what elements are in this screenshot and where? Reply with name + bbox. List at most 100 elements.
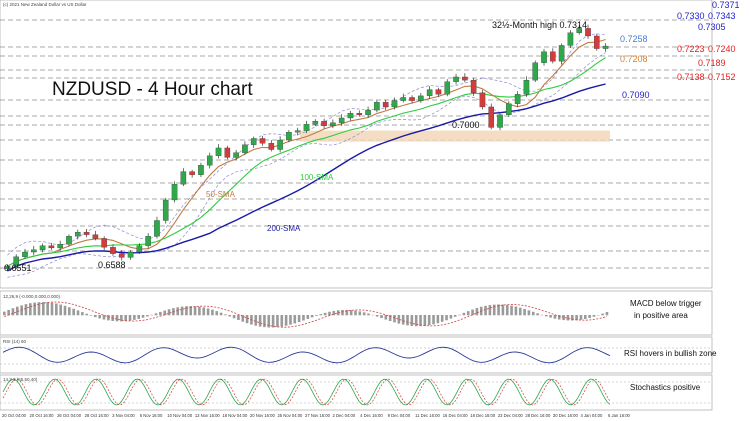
candle-body: [189, 171, 195, 175]
macd-bar: [375, 315, 379, 317]
macd-bar: [37, 302, 41, 316]
candle-body: [374, 102, 380, 111]
macd-bar: [280, 315, 284, 327]
candle-body: [259, 138, 266, 144]
macd-bar: [401, 315, 405, 325]
x-tick-label: 20 Oct 16:00: [30, 413, 55, 418]
macd-bar: [81, 312, 84, 316]
candle-body: [118, 253, 125, 258]
candle-body: [224, 147, 231, 158]
macd-bar: [570, 315, 574, 321]
candle-body: [541, 51, 547, 63]
macd-bar: [245, 315, 249, 324]
x-axis-ticks: 20 Oct 04:00 20 Oct 16:00 26 Oct 04:00 28 O…: [2, 413, 631, 418]
macd-bar: [302, 315, 305, 321]
macd-note-line1: MACD below trigger: [630, 299, 702, 308]
macd-bar: [141, 315, 145, 318]
candle-body: [66, 236, 72, 245]
macd-bar: [414, 315, 418, 327]
macd-bar: [29, 303, 32, 316]
macd-bar: [206, 308, 210, 316]
macd-bar: [458, 314, 461, 316]
candle-body: [198, 165, 204, 175]
macd-bar: [427, 315, 431, 326]
macd-bar: [566, 315, 570, 321]
macd-bar: [531, 311, 535, 316]
x-tick-label: 26 Oct 04:00: [57, 413, 82, 418]
candle-body: [365, 109, 371, 115]
macd-bar: [501, 304, 505, 316]
macd-bar: [85, 313, 88, 316]
candle-body: [400, 97, 407, 101]
bollinger-bands: [7, 33, 606, 278]
level-label: 0.7189: [698, 58, 726, 68]
macd-panel: [0, 290, 713, 336]
macd-bar: [475, 308, 479, 316]
macd-bar: [107, 315, 110, 321]
macd-bar: [89, 315, 93, 316]
macd-bar: [20, 305, 23, 316]
x-tick-label: 6 Jan 16:00: [608, 413, 631, 418]
candle-body: [92, 234, 99, 239]
macd-bar: [306, 315, 310, 319]
macd-bar: [445, 315, 448, 321]
macd-bar: [237, 315, 240, 321]
macd-bar: [59, 304, 62, 316]
macd-bar: [592, 315, 596, 317]
macd-bar: [271, 315, 275, 328]
macd-bar: [510, 305, 513, 316]
macd-bar: [267, 315, 271, 328]
candle-body: [567, 32, 574, 46]
macd-bar: [341, 309, 344, 316]
candle-body: [101, 238, 107, 248]
candle-body: [514, 94, 521, 104]
level-label: 0.7330: [677, 11, 705, 21]
candle-body: [13, 256, 19, 267]
candle-body: [39, 245, 46, 250]
rsi-header: RSI (14) 60: [3, 339, 27, 344]
candle-body: [338, 117, 345, 123]
macd-bar: [154, 313, 158, 316]
macd-bar: [16, 306, 19, 316]
macd-bar: [549, 315, 552, 318]
x-tick-label: 11 Dec 16:00: [415, 413, 440, 418]
candle-body: [532, 62, 539, 81]
macd-bar: [605, 312, 609, 316]
source-note: (c) 2021 New Zealand Dollar vs US Dollar: [3, 2, 87, 7]
ma-line-100-SMA: [7, 57, 606, 267]
stoch-k-line: [2, 378, 611, 406]
candle-body: [136, 245, 143, 253]
macd-bar: [163, 310, 167, 316]
macd-bar: [527, 310, 531, 316]
macd-bar: [3, 311, 6, 316]
support-zone-rect: [300, 130, 610, 142]
macd-bar: [315, 315, 318, 316]
macd-bar: [583, 315, 587, 319]
candle-body: [286, 132, 292, 141]
macd-bar: [553, 315, 557, 319]
level-label: 0.7305: [698, 22, 726, 32]
macd-bar: [193, 306, 197, 316]
candle-body: [594, 35, 600, 49]
x-tick-label: 4 Dec 16:00: [360, 413, 383, 418]
candle-body: [294, 130, 301, 133]
x-tick-label: 30 Dec 16:00: [553, 413, 579, 418]
macd-bar: [310, 315, 314, 318]
macd-bar: [167, 309, 171, 316]
macd-bar: [7, 309, 10, 316]
macd-bar: [146, 315, 149, 317]
macd-bar: [579, 315, 583, 320]
x-tick-label: 16 Dec 04:00: [443, 413, 469, 418]
macd-bar: [228, 315, 232, 317]
macd-bar: [410, 315, 414, 326]
level-label: 0.7223: [677, 44, 705, 54]
sma100-label: 100-SMA: [300, 173, 334, 182]
candle-body: [312, 120, 319, 125]
candle-body: [488, 106, 495, 128]
macd-bar: [224, 314, 227, 316]
macd-header: 12,26,9 (-0.000,0.000,0.000): [3, 294, 61, 299]
macd-note-line2: in positive area: [634, 311, 688, 320]
x-tick-label: 28 Dec 16:00: [525, 413, 551, 418]
candle-body: [162, 199, 169, 221]
